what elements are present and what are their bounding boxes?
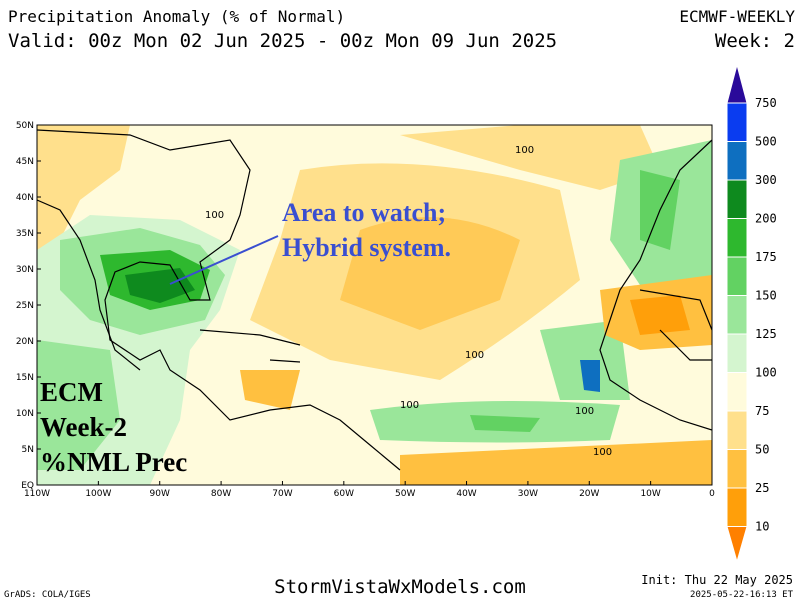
colorbar-arrow xyxy=(726,526,748,564)
contour-label: 100 xyxy=(205,210,224,221)
contour-label: 100 xyxy=(593,447,612,458)
colorbar-label: 300 xyxy=(755,173,777,187)
field xyxy=(37,125,130,250)
footer-credit: GrADS: COLA/IGES xyxy=(4,590,91,600)
colorbar-segment xyxy=(726,410,748,450)
lat-label: 20N xyxy=(16,337,34,347)
lat-label: 35N xyxy=(16,229,34,239)
colorbar-label: 10 xyxy=(755,520,769,534)
field xyxy=(580,360,600,392)
map-label: ECM xyxy=(40,377,103,407)
footer-site: StormVistaWxModels.com xyxy=(274,576,526,598)
field xyxy=(125,268,195,303)
lat-label: EQ xyxy=(21,481,34,491)
field xyxy=(400,125,660,190)
lon-label: 20W xyxy=(579,489,599,499)
lat-label: 10N xyxy=(16,409,34,419)
map-label: Week-2 xyxy=(40,412,127,442)
title: Precipitation Anomaly (% of Normal) xyxy=(8,7,345,26)
lat-label: 15N xyxy=(16,373,34,383)
colorbar-segment xyxy=(726,449,748,489)
field xyxy=(340,217,520,330)
lat-label: 30N xyxy=(16,265,34,275)
colorbar-segment xyxy=(726,179,748,219)
colorbar-label: 200 xyxy=(755,212,777,226)
footer-stamp: 2025-05-22-16:13 ET xyxy=(690,590,794,600)
lon-label: 80W xyxy=(211,489,231,499)
colorbar-label: 750 xyxy=(755,96,777,110)
model: ECMWF-WEEKLY xyxy=(679,7,795,26)
colorbar-label: 125 xyxy=(755,327,777,341)
contour-label: 100 xyxy=(515,145,534,156)
colorbar-label: 100 xyxy=(755,366,777,380)
lat-label: 50N xyxy=(16,121,34,131)
colorbar-label: 50 xyxy=(755,443,769,457)
colorbar-label: 175 xyxy=(755,250,777,264)
lon-label: 0 xyxy=(709,489,715,499)
annotation: Hybrid system. xyxy=(282,233,451,262)
colorbar-segment xyxy=(726,333,748,373)
field xyxy=(400,440,712,485)
lat-label: 25N xyxy=(16,301,34,311)
week: Week: 2 xyxy=(715,30,795,52)
lon-label: 60W xyxy=(334,489,354,499)
contour-label: 100 xyxy=(400,400,419,411)
annotation-pointer xyxy=(169,235,279,285)
lon-label: 30W xyxy=(518,489,538,499)
colorbar-segment xyxy=(726,218,748,258)
colorbar-segment xyxy=(726,102,748,142)
colorbar-segment xyxy=(726,295,748,335)
map-label: %NML Prec xyxy=(40,447,187,477)
lon-label: 70W xyxy=(272,489,292,499)
colorbar-label: 150 xyxy=(755,289,777,303)
colorbar-segment xyxy=(726,372,748,412)
lon-label: 50W xyxy=(395,489,415,499)
colorbar-segment xyxy=(726,487,748,527)
lat-label: 5N xyxy=(22,445,34,455)
map: 100 100 100 100 100 100 Area to watch; H… xyxy=(36,124,713,486)
lon-label: 40W xyxy=(456,489,476,499)
field xyxy=(470,415,540,432)
lon-label: 100W xyxy=(85,489,111,499)
colorbar-segment xyxy=(726,141,748,181)
colorbar-label: 75 xyxy=(755,404,769,418)
field xyxy=(630,295,690,335)
colorbar-label: 25 xyxy=(755,481,769,495)
valid-time: Valid: 00z Mon 02 Jun 2025 - 00z Mon 09 … xyxy=(8,30,557,52)
footer-init: Init: Thu 22 May 2025 xyxy=(641,573,793,587)
contour-label: 100 xyxy=(465,350,484,361)
field xyxy=(37,340,120,470)
colorbar-label: 500 xyxy=(755,135,777,149)
lon-label: 10W xyxy=(640,489,660,499)
lat-label: 40N xyxy=(16,193,34,203)
lon-label: 90W xyxy=(150,489,170,499)
contour-label: 100 xyxy=(575,406,594,417)
lon-label: 110W xyxy=(24,489,50,499)
field xyxy=(240,370,300,410)
annotation: Area to watch; xyxy=(282,198,446,227)
colorbar-arrow xyxy=(726,63,748,104)
colorbar-segment xyxy=(726,256,748,296)
lat-label: 45N xyxy=(16,157,34,167)
